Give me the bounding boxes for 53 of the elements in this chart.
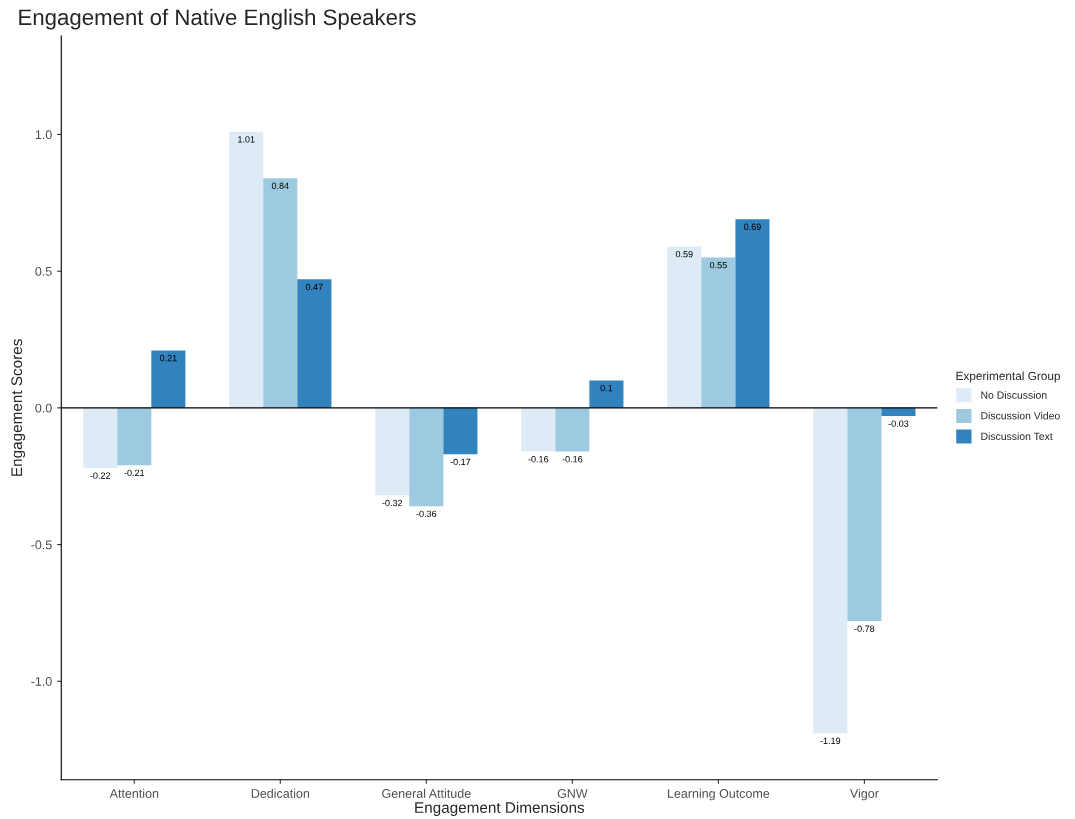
x-tick-label: Attention	[109, 788, 159, 798]
data-label: -0.21	[124, 469, 145, 477]
data-label: -1.19	[820, 737, 841, 745]
bar	[263, 178, 298, 408]
data-label: 0.69	[744, 223, 761, 231]
x-tick-label: GNW	[557, 789, 588, 798]
bar	[847, 407, 882, 622]
y-tick-label: -0.5	[31, 540, 52, 550]
legend-label: Discussion Text	[981, 432, 1053, 441]
bar	[443, 407, 478, 455]
data-label: 0.84	[271, 182, 289, 189]
data-label: 0.55	[709, 261, 727, 269]
data-label: 0.1	[600, 384, 613, 392]
data-label: 1.01	[238, 136, 255, 143]
bar	[813, 407, 848, 734]
data-label: -0.36	[416, 510, 437, 518]
y-tick-label: -1.0	[31, 677, 52, 686]
bar	[521, 407, 556, 452]
x-tick-label: Learning Outcome	[667, 788, 770, 801]
bar	[229, 131, 264, 408]
chart-title: Engagement of Native English Speakers	[19, 8, 416, 30]
y-tick-label: 0.5	[35, 266, 52, 276]
x-tick-label: Dedication	[251, 788, 310, 798]
data-label: 0.21	[159, 354, 177, 362]
bar	[117, 407, 152, 466]
x-tick-label: General Attitude	[382, 788, 471, 798]
bar	[409, 407, 444, 507]
data-label: 0.47	[305, 283, 323, 291]
data-label: -0.22	[90, 472, 111, 479]
bar	[735, 219, 770, 408]
bar	[151, 350, 186, 408]
x-tick-label: Vigor	[849, 788, 879, 801]
bar	[701, 257, 736, 408]
data-label: -0.03	[888, 420, 909, 427]
legend-title: Experimental Group	[956, 371, 1061, 383]
bar	[667, 246, 702, 408]
bar	[589, 380, 624, 408]
y-tick-label: 1.0	[35, 130, 52, 140]
x-axis-title: Engagement Dimensions	[415, 801, 585, 816]
y-axis-title: Engagement Scores	[11, 339, 26, 476]
data-label: 0.59	[675, 250, 693, 258]
bar	[555, 407, 590, 452]
bar	[297, 279, 332, 408]
bar	[375, 407, 410, 496]
legend-label: Discussion Video	[981, 411, 1060, 420]
data-label: -0.78	[854, 625, 875, 632]
data-label: -0.17	[450, 458, 471, 466]
legend-label: No Discussion	[981, 391, 1047, 399]
bar	[83, 407, 118, 469]
data-label: -0.16	[528, 456, 549, 463]
data-label: -0.16	[562, 456, 583, 463]
y-tick-label: 0.0	[35, 403, 52, 413]
data-label: -0.32	[382, 499, 403, 507]
